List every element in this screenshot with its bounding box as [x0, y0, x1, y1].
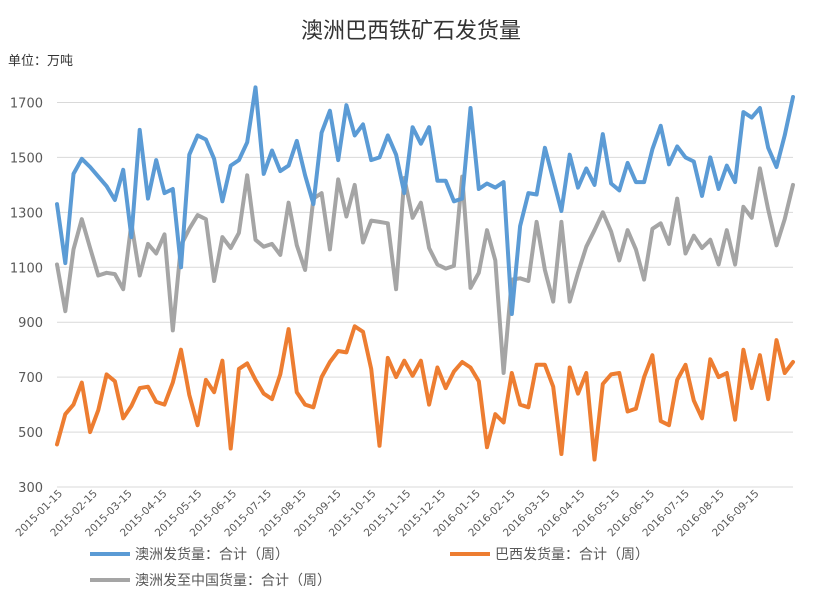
y-tick-label: 900 [18, 316, 43, 331]
y-tick-label: 1100 [10, 261, 43, 276]
y-tick-label: 500 [18, 426, 43, 441]
grid-lines [57, 101, 793, 488]
series-line-1 [55, 324, 795, 462]
series-line-2 [55, 166, 795, 375]
legend-label-0: 澳洲发货量：合计（周） [135, 546, 289, 563]
y-tick-label: 1500 [10, 151, 43, 166]
series-lines [55, 85, 795, 462]
y-axis: 300 500 700 900 1100 1300 1500 1700 [10, 96, 43, 496]
chart-title: 澳洲巴西铁矿石发货量 [301, 19, 521, 44]
legend-label-1: 巴西发货量：合计（周） [495, 546, 649, 563]
y-tick-label: 1700 [10, 96, 43, 111]
x-axis: 2015-01-152015-02-152015-03-152015-04-15… [13, 488, 761, 540]
y-tick-label: 700 [18, 371, 43, 386]
unit-label: 单位：万吨 [8, 54, 73, 69]
series-line-0 [55, 85, 795, 316]
y-tick-label: 1300 [10, 206, 43, 221]
legend-label-2: 澳洲发至中国货量：合计（周） [135, 572, 331, 589]
legend: 澳洲发货量：合计（周） 巴西发货量：合计（周） 澳洲发至中国货量：合计（周） [90, 546, 649, 589]
y-tick-label: 300 [18, 481, 43, 496]
